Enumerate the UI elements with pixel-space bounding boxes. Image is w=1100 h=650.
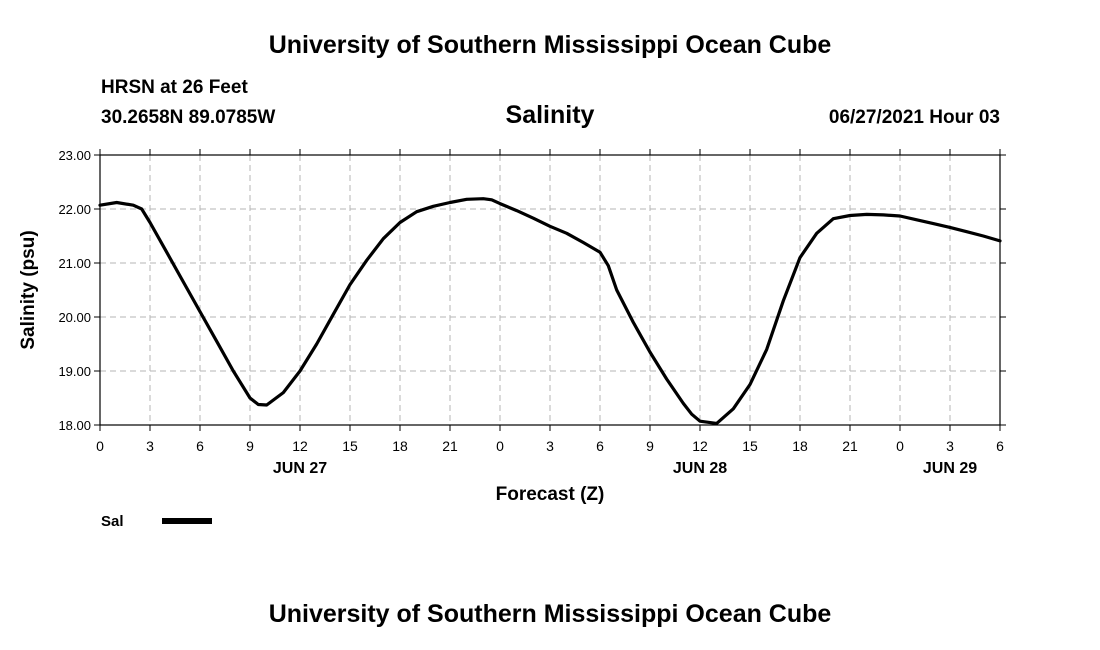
date-label: JUN 28 (673, 460, 727, 477)
parameter-title: Salinity (505, 101, 595, 129)
y-tick-label: 22.00 (58, 202, 91, 217)
x-tick-label: 6 (596, 438, 604, 454)
date-label: JUN 29 (923, 460, 977, 477)
x-tick-label: 3 (546, 438, 554, 454)
x-tick-label: 18 (392, 438, 408, 454)
x-tick-label: 9 (246, 438, 254, 454)
x-tick-label: 15 (742, 438, 758, 454)
station-label: HRSN at 26 Feet (101, 77, 248, 98)
x-tick-label: 18 (792, 438, 808, 454)
x-tick-label: 15 (342, 438, 358, 454)
legend-label: Sal (101, 513, 124, 530)
x-tick-label: 21 (442, 438, 458, 454)
date-label: JUN 27 (273, 460, 327, 477)
y-tick-label: 23.00 (58, 148, 91, 163)
x-tick-label: 21 (842, 438, 858, 454)
datetime-label: 06/27/2021 Hour 03 (828, 107, 1000, 128)
x-tick-label: 0 (896, 438, 904, 454)
x-tick-label: 12 (692, 438, 708, 454)
series-line-sal (98, 197, 1002, 425)
x-tick-label: 12 (292, 438, 308, 454)
x-tick-label: 6 (196, 438, 204, 454)
y-tick-label: 20.00 (58, 310, 91, 325)
x-tick-label: 3 (946, 438, 954, 454)
x-tick-label: 0 (96, 438, 104, 454)
y-tick-label: 18.00 (58, 418, 91, 433)
x-axis-label: Forecast (Z) (496, 484, 605, 505)
chart-title-bottom: University of Southern Mississippi Ocean… (268, 600, 832, 628)
coordinates-label: 30.2658N 89.0785W (101, 107, 276, 128)
x-tick-label: 9 (646, 438, 654, 454)
y-tick-label: 19.00 (58, 364, 91, 379)
x-tick-label: 3 (146, 438, 154, 454)
x-tick-label: 0 (496, 438, 504, 454)
chart-title-top: University of Southern Mississippi Ocean… (268, 31, 832, 59)
x-tick-label: 6 (996, 438, 1004, 454)
y-axis-label: Salinity (psu) (18, 230, 39, 349)
y-tick-label: 21.00 (58, 256, 91, 271)
